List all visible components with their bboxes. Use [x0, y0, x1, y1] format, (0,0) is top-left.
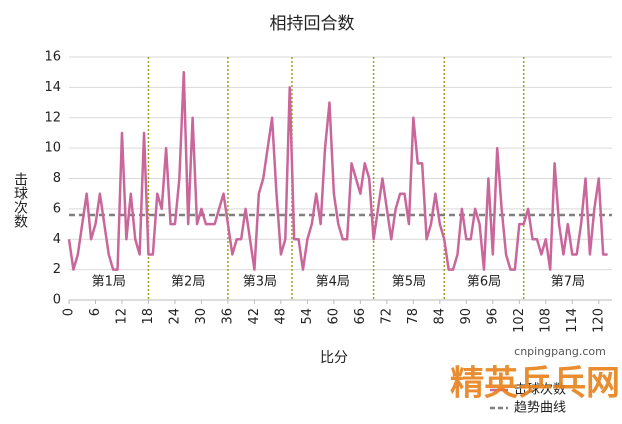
- game-label: 第6局: [467, 274, 501, 289]
- x-tick-label: 72: [379, 308, 394, 325]
- game-label: 第4局: [316, 274, 350, 289]
- x-tick-label: 102: [512, 308, 527, 333]
- x-tick-label: 6: [88, 308, 103, 316]
- legend-label: 趋势曲线: [514, 400, 566, 416]
- x-tick-label: 30: [194, 308, 209, 325]
- x-tick-label: 108: [538, 308, 553, 333]
- x-tick-label: 114: [565, 308, 580, 333]
- game-label: 第1局: [92, 274, 126, 289]
- x-tick-label: 96: [485, 308, 500, 325]
- x-tick-label: 42: [247, 308, 262, 325]
- x-tick-label: 48: [273, 308, 288, 325]
- y-tick-label: 4: [53, 232, 61, 247]
- x-tick-label: 78: [406, 308, 421, 325]
- x-tick-label: 18: [141, 308, 156, 325]
- watermark-brand: 精英乒乓网: [450, 364, 620, 404]
- x-tick-label: 54: [300, 308, 315, 325]
- game-label: 第3局: [243, 274, 277, 289]
- y-tick-label: 12: [44, 110, 61, 125]
- y-tick-label: 2: [53, 262, 61, 277]
- game-label: 第5局: [392, 274, 426, 289]
- y-tick-label: 8: [53, 171, 61, 186]
- x-tick-label: 24: [167, 308, 182, 325]
- game-label: 第7局: [551, 274, 585, 289]
- chart-title: 相持回合数: [270, 14, 355, 34]
- x-tick-label: 12: [114, 308, 129, 325]
- watermark-url: cnpingpang.com: [514, 345, 606, 358]
- y-tick-label: 10: [44, 141, 61, 156]
- x-axis-title: 比分: [320, 350, 348, 366]
- y-tick-label: 16: [44, 50, 61, 65]
- legend-label: 击球次数: [514, 382, 566, 398]
- y-tick-label: 6: [53, 201, 61, 216]
- y-axis-title: 击球次数: [12, 172, 28, 228]
- x-tick-label: 90: [459, 308, 474, 325]
- x-tick-label: 0: [62, 308, 77, 316]
- y-tick-label: 14: [44, 80, 61, 95]
- x-tick-label: 66: [353, 308, 368, 325]
- y-tick-label: 0: [53, 293, 61, 308]
- game-label: 第2局: [171, 274, 205, 289]
- x-tick-label: 36: [220, 308, 235, 325]
- x-tick-label: 60: [326, 308, 341, 325]
- x-tick-label: 120: [591, 308, 606, 333]
- x-tick-label: 84: [432, 308, 447, 325]
- data-line: [67, 70, 608, 271]
